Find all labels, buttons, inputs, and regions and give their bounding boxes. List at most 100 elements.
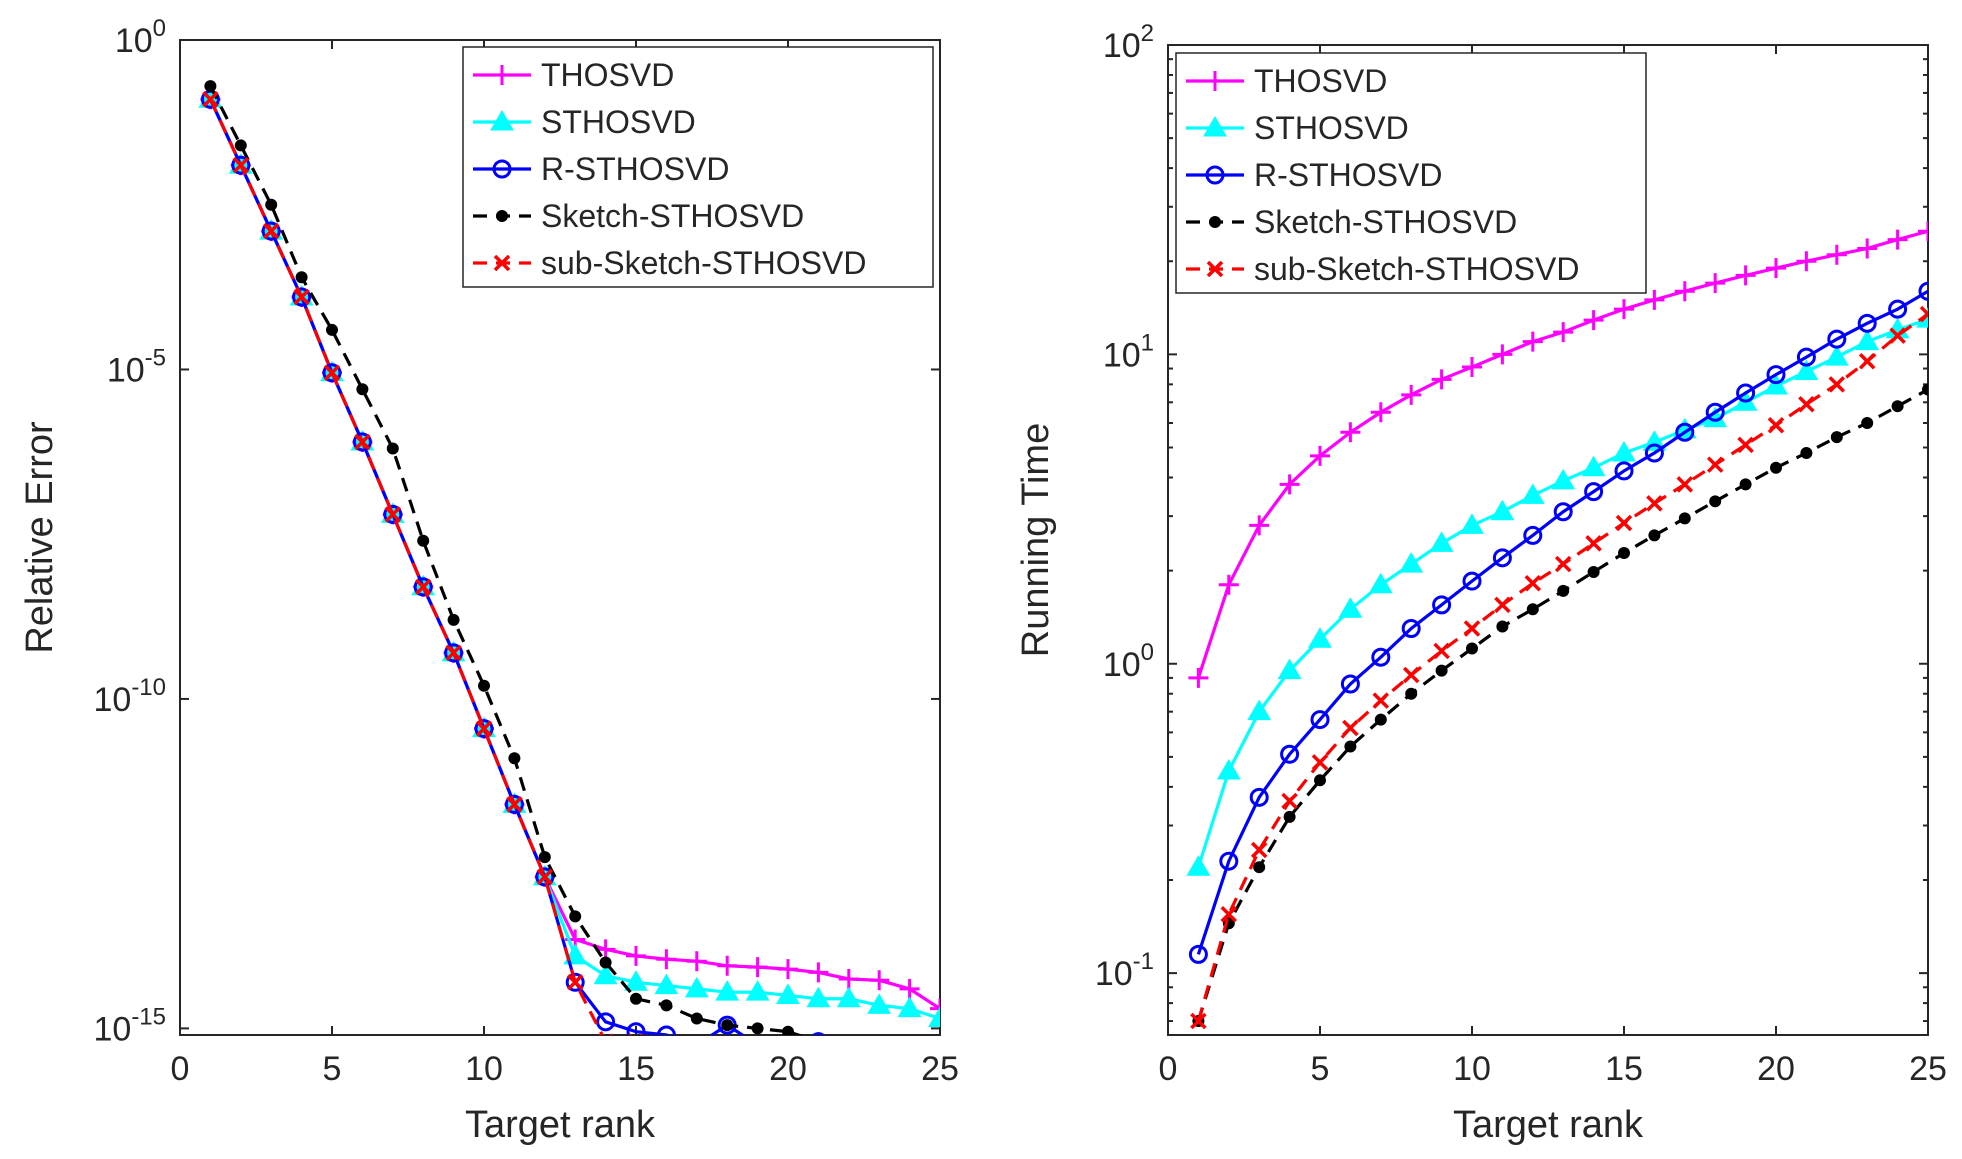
data-point — [842, 1044, 856, 1058]
data-point — [1186, 855, 1211, 876]
x-tick-label: 25 — [1909, 1050, 1947, 1088]
data-point — [1188, 667, 1209, 688]
y-axis-label: Relative Error — [19, 421, 61, 654]
data-point — [1737, 436, 1754, 454]
series-r-sthosvd — [1188, 281, 1928, 964]
data-point — [413, 577, 433, 597]
series-line — [1196, 312, 1928, 1022]
data-point — [383, 504, 403, 524]
data-point — [1520, 483, 1545, 504]
data-point — [1526, 603, 1539, 616]
data-point — [751, 1022, 764, 1035]
data-point — [1674, 281, 1695, 302]
data-point — [1492, 344, 1513, 365]
data-point — [265, 198, 278, 211]
data-point — [1918, 221, 1928, 242]
data-point — [1188, 944, 1208, 964]
x-tick-label: 20 — [1757, 1050, 1795, 1088]
data-point — [811, 1032, 826, 1035]
legend-entry: R-STHOSVD — [1254, 157, 1442, 193]
data-point — [1887, 229, 1908, 250]
x-tick-label: 15 — [617, 1050, 655, 1088]
data-point — [806, 986, 831, 1008]
data-point — [445, 644, 462, 662]
data-point — [1766, 365, 1786, 385]
x-tick-label: 0 — [171, 1050, 190, 1088]
data-point — [1466, 642, 1478, 655]
data-point — [1308, 627, 1332, 648]
y-tick-label: 10-1 — [1095, 948, 1154, 993]
series-sketch-sthosvd — [204, 80, 804, 1035]
data-point — [1826, 244, 1847, 265]
x-tick-label: 10 — [1453, 1050, 1491, 1088]
y-axis-label: Running Time — [1015, 423, 1057, 657]
data-point — [536, 868, 554, 886]
data-point — [293, 288, 310, 306]
data-point — [1492, 548, 1512, 568]
data-point — [504, 794, 524, 814]
data-point — [1678, 512, 1691, 525]
legend: THOSVD STHOSVD R-STHOSVD Sketch-STHOSVD sub-… — [462, 46, 934, 288]
data-point — [292, 287, 312, 307]
data-point — [1249, 515, 1270, 536]
data-point — [538, 851, 551, 864]
data-point — [1279, 474, 1300, 495]
data-point — [1399, 552, 1424, 573]
data-point — [1764, 374, 1788, 395]
x-axis-label: Target rank — [1453, 1104, 1644, 1146]
data-point — [1767, 417, 1785, 434]
data-point — [1311, 754, 1329, 771]
data-point — [871, 1040, 887, 1056]
data-point — [596, 1012, 616, 1032]
y-tick-label: 10-5 — [107, 344, 166, 389]
x-tick-label: 20 — [769, 1050, 807, 1088]
data-point — [1828, 376, 1846, 393]
data-point — [778, 959, 798, 980]
data-point — [1615, 514, 1633, 532]
data-point — [1460, 513, 1484, 534]
legend: THOSVD STHOSVD R-STHOSVD Sketch-STHOSVD sub-… — [1175, 52, 1647, 294]
data-point — [535, 867, 555, 887]
data-point — [417, 534, 430, 547]
data-point — [656, 1025, 676, 1035]
data-point — [1798, 395, 1815, 413]
data-point — [1796, 347, 1816, 367]
data-point — [1646, 495, 1663, 512]
data-point — [1374, 713, 1387, 726]
data-point — [1706, 456, 1724, 473]
data-point — [478, 679, 490, 692]
data-point — [841, 1037, 857, 1053]
data-point — [1861, 417, 1874, 430]
data-point — [1310, 445, 1330, 466]
data-point — [1889, 327, 1906, 344]
data-point — [1401, 384, 1422, 405]
legend-marker — [490, 110, 514, 131]
data-point — [1551, 468, 1576, 490]
data-point — [352, 432, 372, 452]
data-point — [323, 364, 341, 382]
data-point — [1433, 642, 1450, 660]
data-point — [1372, 692, 1390, 709]
legend-entry: sub-Sketch-STHOSVD — [541, 245, 866, 281]
relative-error-chart: 0 5 10 15 20 25 100 10-5 10-10 10-15 Target rank Re… — [19, 15, 959, 1146]
data-point — [1431, 369, 1452, 390]
data-point — [565, 972, 585, 992]
data-point — [782, 1025, 794, 1035]
legend-marker — [1205, 71, 1225, 91]
data-point — [659, 1038, 673, 1052]
data-point — [1794, 359, 1819, 381]
data-point — [1522, 331, 1543, 352]
y-tick-label: 102 — [1103, 20, 1154, 65]
x-tick-label: 15 — [1605, 1050, 1643, 1088]
legend-entry: THOSVD — [1254, 63, 1387, 99]
data-point — [930, 998, 940, 1019]
data-point — [1494, 596, 1511, 614]
legend-entry: STHOSVD — [1254, 110, 1409, 146]
data-point — [1429, 531, 1454, 552]
data-point — [1220, 906, 1238, 923]
data-point — [1644, 443, 1664, 463]
data-point — [1216, 759, 1241, 780]
data-point — [1739, 478, 1752, 491]
data-point — [1401, 618, 1421, 638]
plot-area — [1167, 44, 1929, 1036]
